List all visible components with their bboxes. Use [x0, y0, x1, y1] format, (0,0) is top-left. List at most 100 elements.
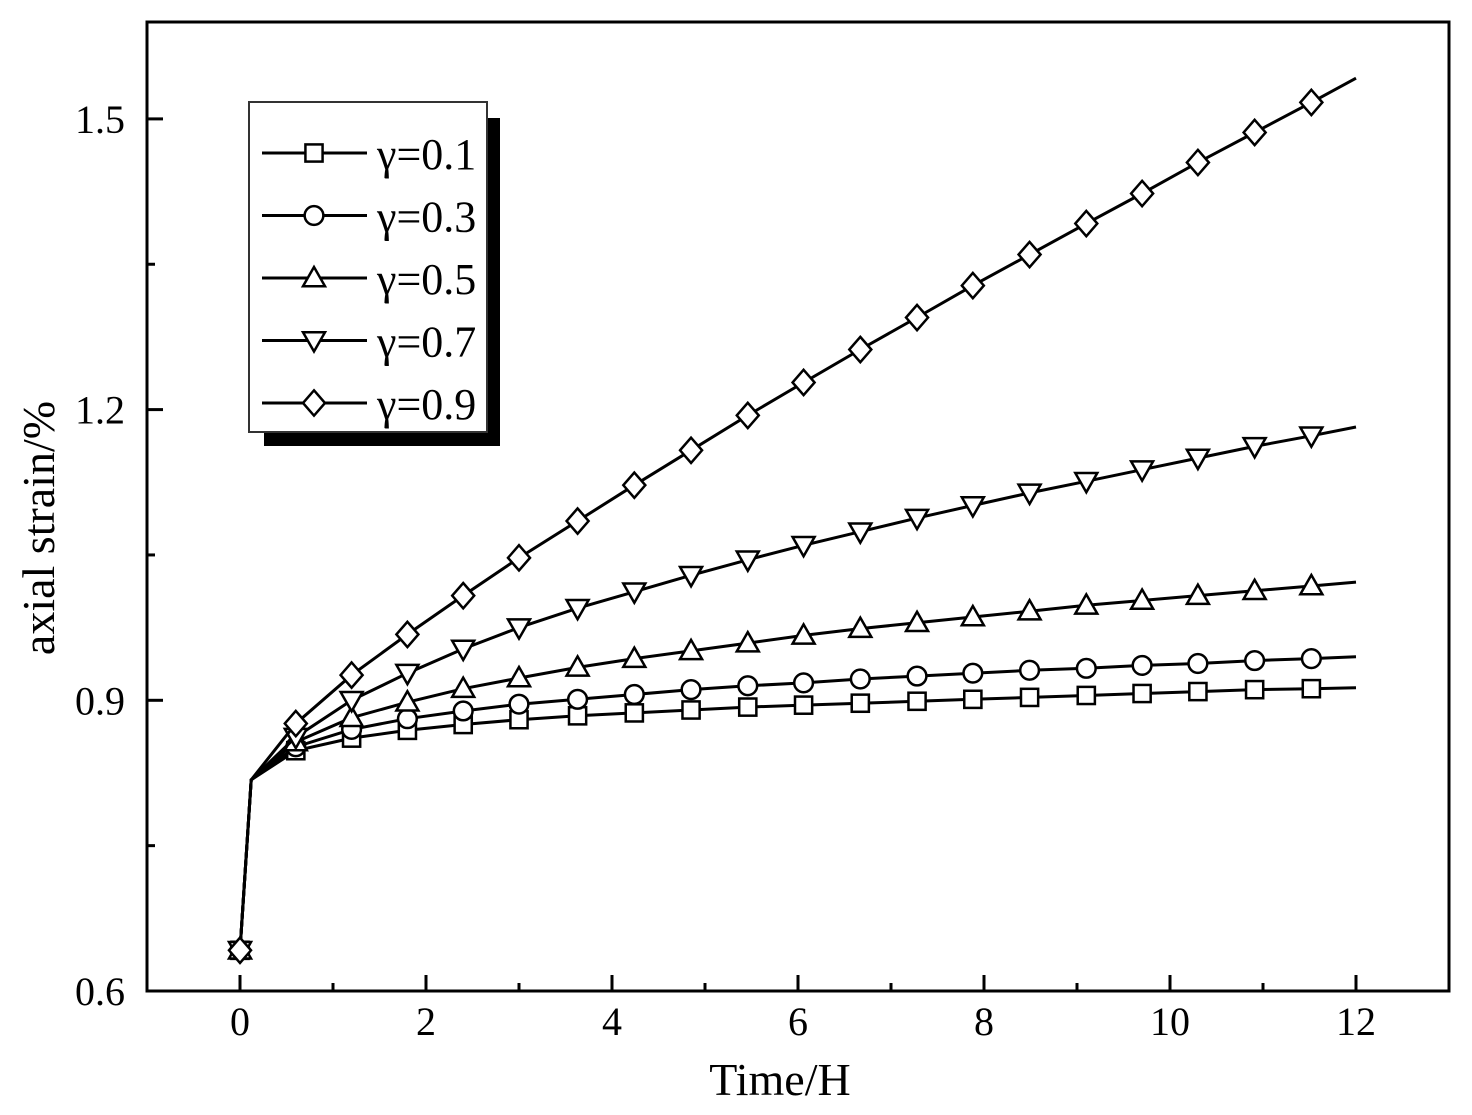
data-point-triangle-down	[338, 690, 365, 714]
data-point-triangle-up	[677, 637, 705, 661]
data-point-circle	[452, 700, 474, 722]
data-point-triangle-down	[959, 496, 986, 520]
data-point-square	[681, 700, 701, 720]
y-tick-label: 0.6	[75, 969, 125, 1014]
data-point-triangle-up	[790, 621, 817, 645]
data-point-triangle-up	[734, 629, 761, 653]
data-point-triangle-down	[677, 565, 705, 589]
data-point-square	[1244, 679, 1265, 700]
data-point-diamond	[564, 506, 591, 536]
x-tick-label: 2	[416, 999, 436, 1044]
legend: γ=0.1 γ=0.3 γ=0.5 γ=0.7 γ=0.9	[248, 101, 500, 446]
data-point-triangle-down	[1241, 436, 1268, 460]
data-point-triangle-down	[903, 508, 931, 532]
data-point-square	[850, 693, 871, 714]
data-point-circle	[737, 675, 759, 697]
data-point-triangle-up	[1184, 582, 1212, 606]
legend-label: γ=0.5	[376, 255, 476, 304]
data-point-triangle-down	[394, 663, 421, 687]
data-point-diamond	[227, 935, 253, 965]
data-point-triangle-up	[394, 688, 421, 712]
data-point-square	[793, 695, 814, 715]
data-point-diamond	[1298, 87, 1325, 117]
x-tick-label: 12	[1336, 999, 1376, 1044]
data-point-diamond	[338, 660, 365, 690]
data-point-triangle-up	[1016, 597, 1043, 621]
data-point-diamond	[1016, 240, 1043, 270]
data-point-triangle-down	[847, 522, 874, 546]
series-circle	[229, 648, 1357, 961]
data-point-square	[1076, 685, 1097, 706]
data-point-triangle-up	[1128, 586, 1156, 610]
legend-entry: γ=0.5	[262, 255, 476, 304]
data-point-diamond	[621, 470, 647, 500]
data-point-square	[963, 689, 983, 710]
data-point-diamond	[1073, 208, 1099, 239]
data-point-triangle-up	[903, 609, 931, 633]
x-tick-label: 4	[602, 999, 622, 1044]
data-point-diamond	[790, 367, 817, 398]
data-point-diamond	[678, 435, 704, 465]
data-point-circle	[962, 662, 984, 684]
data-point-circle	[1300, 648, 1322, 670]
x-tick-label: 0	[230, 999, 250, 1044]
data-point-circle	[1131, 654, 1153, 677]
data-point-square	[624, 703, 645, 723]
legend-marker-circle	[303, 204, 325, 227]
data-point-square	[1132, 683, 1152, 704]
data-point-triangle-down	[1128, 460, 1156, 484]
data-point-diamond	[904, 302, 930, 333]
series-diamond	[227, 76, 1357, 965]
data-point-triangle-down	[734, 550, 761, 574]
data-point-triangle-down	[790, 535, 817, 559]
data-point-triangle-up	[450, 675, 477, 699]
data-point-diamond	[960, 271, 986, 301]
data-point-circle	[680, 679, 702, 701]
series-line-square	[238, 686, 1357, 951]
data-point-square	[737, 697, 758, 717]
data-point-diamond	[450, 581, 476, 611]
data-point-triangle-down	[1184, 448, 1212, 472]
data-point-diamond	[283, 709, 309, 739]
series-line-triangle-down	[238, 425, 1357, 951]
x-axis-title: Time/H	[709, 1054, 850, 1105]
data-point-circle	[1018, 659, 1041, 681]
series-layer	[226, 76, 1357, 965]
data-point-triangle-up	[505, 664, 533, 688]
data-point-circle	[508, 693, 530, 715]
y-tick-label: 1.2	[75, 388, 125, 433]
legend-marker-square	[304, 143, 324, 163]
y-tick-label: 1.5	[75, 97, 125, 142]
legend-label: γ=0.3	[376, 193, 476, 242]
data-point-triangle-up	[847, 615, 874, 639]
legend-box	[248, 101, 488, 433]
data-point-square	[1019, 687, 1040, 708]
data-point-triangle-up	[1241, 577, 1268, 601]
data-point-circle	[566, 688, 589, 710]
y-tick-label: 0.9	[75, 678, 125, 723]
data-point-triangle-up	[564, 653, 591, 677]
series-line-diamond	[238, 76, 1357, 951]
x-tick-label: 6	[788, 999, 808, 1044]
data-point-diamond	[1241, 117, 1268, 148]
axes-layer: 0 2 4 6 8 10 12 0.6 0.9 1.2 1.5	[75, 97, 1451, 1044]
legend-entry: γ=0.7	[262, 318, 476, 367]
data-point-diamond	[1129, 178, 1155, 209]
legend-label: γ=0.9	[376, 380, 476, 429]
series-triangle-down	[226, 425, 1357, 964]
y-axis-title: axial strain/%	[13, 401, 64, 655]
data-point-triangle-down	[450, 639, 477, 663]
data-point-square	[907, 691, 927, 712]
data-point-triangle-down	[564, 598, 591, 622]
data-point-diamond	[394, 619, 421, 649]
data-point-diamond	[1185, 147, 1211, 178]
legend-marker-diamond	[301, 388, 327, 418]
series-line-triangle-up	[238, 580, 1357, 951]
legend-entry: γ=0.3	[262, 193, 476, 242]
legend-marker-triangle-up	[300, 264, 328, 288]
legend-label: γ=0.1	[376, 130, 476, 179]
data-point-triangle-up	[959, 603, 986, 627]
data-point-triangle-down	[621, 582, 648, 606]
